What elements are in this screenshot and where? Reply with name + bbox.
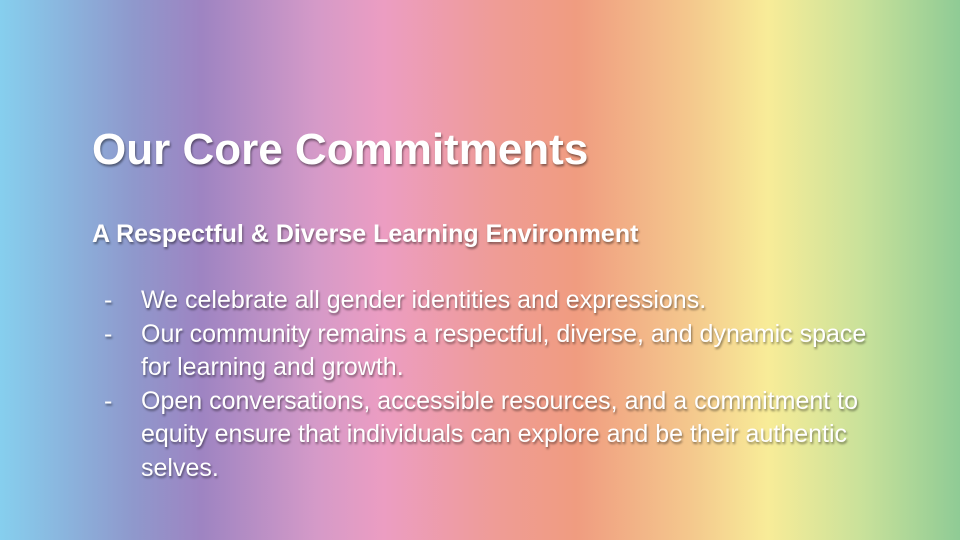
bullet-text: Open conversations, accessible resources… xyxy=(141,386,859,482)
bullet-item: - We celebrate all gender identities and… xyxy=(104,284,894,318)
bullet-item: - Our community remains a respectful, di… xyxy=(104,318,894,385)
bullet-text: We celebrate all gender identities and e… xyxy=(141,286,707,314)
slide-subtitle: A Respectful & Diverse Learning Environm… xyxy=(92,220,639,248)
slide-title: Our Core Commitments xyxy=(92,125,589,174)
bullet-marker: - xyxy=(104,319,113,348)
bullet-list: - We celebrate all gender identities and… xyxy=(104,284,894,486)
bullet-marker: - xyxy=(104,386,113,415)
bullet-item: - Open conversations, accessible resourc… xyxy=(104,385,894,486)
bullet-marker: - xyxy=(104,286,113,314)
bullet-text: Our community remains a respectful, dive… xyxy=(141,319,867,382)
